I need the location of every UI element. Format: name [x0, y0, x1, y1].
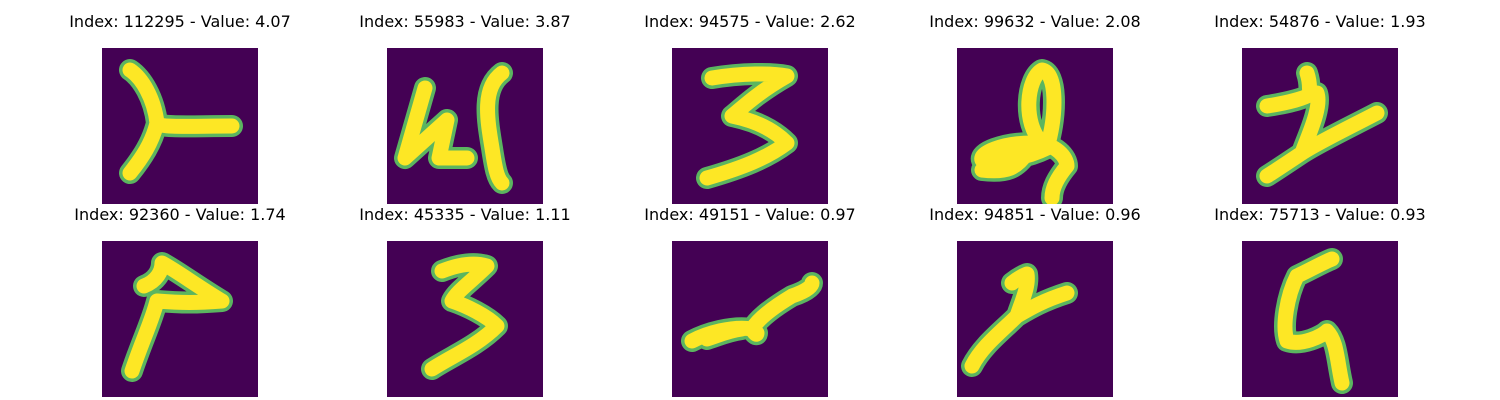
panel-4: Index: 99632 - Value: 2.08 — [905, 12, 1165, 204]
panel-title: Index: 94851 - Value: 0.96 — [929, 205, 1141, 224]
digit-image — [672, 241, 828, 397]
image-background — [957, 241, 1113, 397]
digit-image — [1242, 48, 1398, 204]
glyph-stroke — [974, 62, 1075, 204]
glyph-stroke — [1259, 65, 1385, 184]
digit-image — [957, 48, 1113, 204]
digit-image — [672, 48, 828, 204]
glyph-stroke — [1277, 251, 1350, 391]
glyph-stroke — [964, 266, 1075, 374]
glyph-stroke — [397, 65, 510, 191]
panel-8: Index: 49151 - Value: 0.97 — [620, 205, 880, 397]
panel-3: Index: 94575 - Value: 2.62 — [620, 12, 880, 204]
panel-7: Index: 45335 - Value: 1.11 — [335, 205, 595, 397]
glyph-stroke — [424, 256, 505, 377]
digit-image — [102, 241, 258, 397]
glyph-stroke — [124, 255, 230, 379]
panel-2: Index: 55983 - Value: 3.87 — [335, 12, 595, 204]
panel-title: Index: 45335 - Value: 1.11 — [359, 205, 571, 224]
panel-1: Index: 112295 - Value: 4.07 — [50, 12, 310, 204]
glyph-stroke — [684, 275, 820, 349]
panel-title: Index: 112295 - Value: 4.07 — [69, 12, 291, 31]
panel-title: Index: 55983 - Value: 3.87 — [359, 12, 571, 31]
glyph-stroke — [699, 66, 795, 186]
glyph-stroke — [122, 62, 240, 181]
panel-5: Index: 54876 - Value: 1.93 — [1190, 12, 1450, 204]
panel-6: Index: 92360 - Value: 1.74 — [50, 205, 310, 397]
digit-image — [102, 48, 258, 204]
panel-title: Index: 75713 - Value: 0.93 — [1214, 205, 1426, 224]
digit-image — [387, 241, 543, 397]
panel-title: Index: 99632 - Value: 2.08 — [929, 12, 1141, 31]
panel-9: Index: 94851 - Value: 0.96 — [905, 205, 1165, 397]
panel-title: Index: 92360 - Value: 1.74 — [74, 205, 286, 224]
panel-title: Index: 94575 - Value: 2.62 — [644, 12, 856, 31]
panel-title: Index: 49151 - Value: 0.97 — [644, 205, 856, 224]
panel-title: Index: 54876 - Value: 1.93 — [1214, 12, 1426, 31]
digit-image — [1242, 241, 1398, 397]
panel-10: Index: 75713 - Value: 0.93 — [1190, 205, 1450, 397]
digit-image — [387, 48, 543, 204]
digit-image — [957, 241, 1113, 397]
